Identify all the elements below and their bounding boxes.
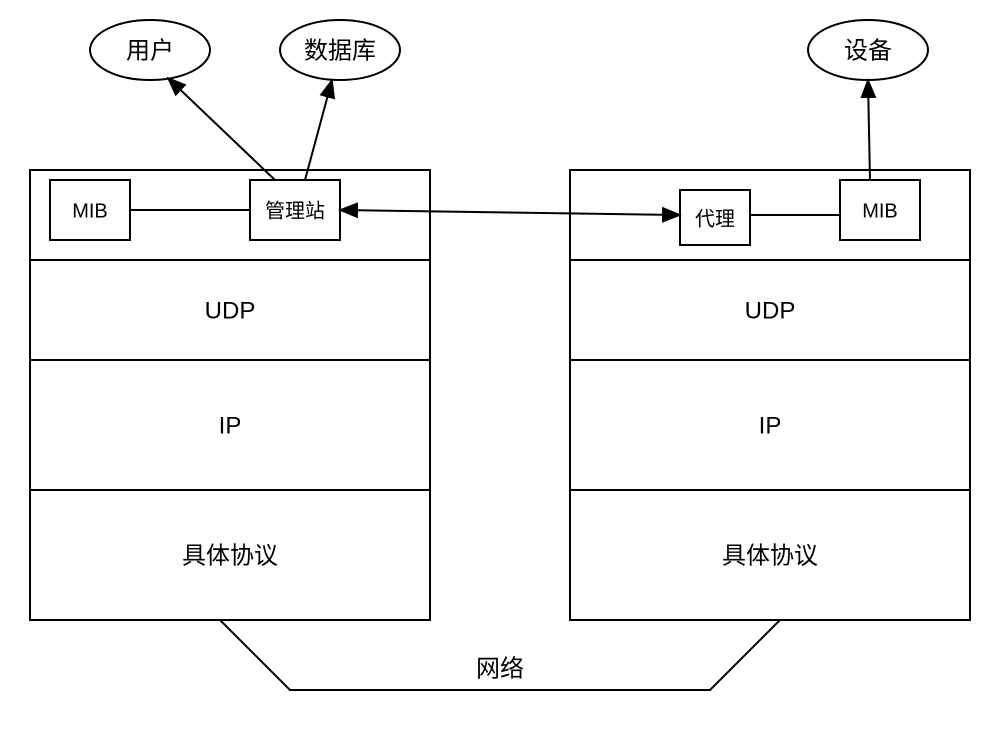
user-label: 用户 [126, 37, 174, 64]
right-mib-label: MIB [862, 200, 898, 222]
arrow-manager-database [305, 80, 332, 180]
manager-label: 管理站 [265, 199, 325, 222]
database-ellipse: 数据库 [280, 20, 400, 80]
user-ellipse: 用户 [90, 20, 210, 80]
right-udp-label: UDP [745, 297, 796, 324]
left-protocol-label: 具体协议 [182, 542, 278, 569]
left-mib-label: MIB [72, 200, 108, 222]
arrow-manager-user [168, 78, 275, 180]
right-protocol-label: 具体协议 [722, 542, 818, 569]
database-label: 数据库 [304, 37, 376, 64]
arrow-manager-agent [340, 210, 680, 215]
device-ellipse: 设备 [808, 20, 928, 80]
left-udp-label: UDP [205, 297, 256, 324]
network-label: 网络 [476, 655, 524, 682]
device-label: 设备 [844, 37, 892, 64]
arrow-mib-device [868, 80, 870, 180]
left-ip-label: IP [219, 412, 242, 439]
right-ip-label: IP [759, 412, 782, 439]
agent-label: 代理 [695, 207, 735, 230]
